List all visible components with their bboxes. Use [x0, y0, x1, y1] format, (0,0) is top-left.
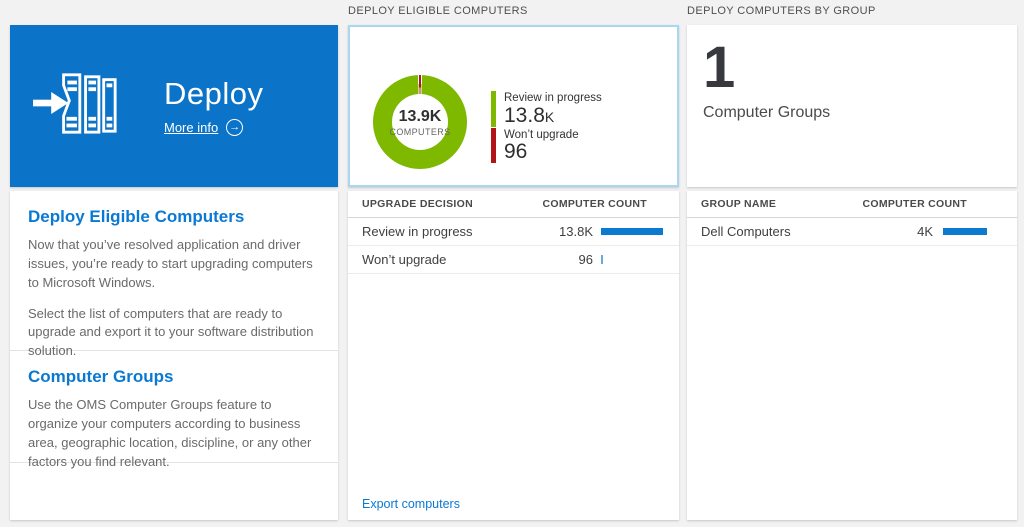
computer-groups-heading: Computer Groups: [28, 367, 174, 386]
row-label: Dell Computers: [701, 224, 791, 239]
row-bar-track: [601, 255, 667, 264]
deploy-computers-by-group-header: DEPLOY COMPUTERS BY GROUP: [687, 5, 876, 17]
column-header-upgrade-decision: UPGRADE DECISION: [362, 198, 473, 210]
legend-value: 96: [504, 140, 528, 164]
eligible-computers-donut-tile[interactable]: 13.9K COMPUTERS Review in progress 13.8K…: [348, 25, 679, 187]
donut-center-value: 13.9K: [398, 107, 442, 125]
green-swatch-icon: [491, 91, 496, 127]
deploy-eligible-computers-section: Deploy Eligible Computers Now that you’v…: [10, 191, 338, 358]
donut-center: 13.9K COMPUTERS: [389, 94, 451, 150]
count-bar: [601, 255, 603, 264]
more-info-arrow-icon: →: [226, 118, 244, 136]
computer-groups-count-label: Computer Groups: [703, 104, 831, 121]
donut-legend: Review in progress 13.8K Won’t upgrade 9…: [491, 91, 602, 164]
more-info-link[interactable]: More info →: [164, 118, 244, 136]
more-info-label: More info: [164, 119, 219, 135]
deploy-eligible-paragraph-1: Now that you’ve resolved application and…: [28, 237, 313, 290]
deploy-overview-column: Deploy More info → Deploy Eligible Compu…: [10, 0, 338, 527]
row-bar-track: [601, 228, 667, 235]
donut-chart: 13.9K COMPUTERS: [373, 75, 467, 169]
legend-label: Review in progress: [504, 92, 602, 104]
table-row[interactable]: Dell Computers 4K: [687, 218, 1017, 246]
count-bar: [943, 228, 987, 235]
column-header-computer-count: COMPUTER COUNT: [862, 198, 967, 210]
column-header-computer-count: COMPUTER COUNT: [542, 198, 647, 210]
deploy-eligible-paragraph-2: Select the list of computers that are re…: [28, 305, 314, 359]
deploy-eligible-computers-heading: Deploy Eligible Computers: [28, 207, 245, 226]
deploy-eligible-computers-header: DEPLOY ELIGIBLE COMPUTERS: [348, 5, 528, 17]
row-bar-track: [943, 228, 1005, 235]
donut-center-label: COMPUTERS: [389, 126, 451, 137]
legend-value: 13.8K: [504, 103, 555, 127]
deploy-books-arrow-icon: [32, 72, 120, 140]
computer-groups-count: 1: [703, 35, 736, 100]
group-name-table-panel: GROUP NAME COMPUTER COUNT Dell Computers…: [687, 191, 1017, 520]
deploy-tile[interactable]: Deploy More info →: [10, 25, 338, 187]
table-row[interactable]: Won’t upgrade 96: [348, 246, 679, 274]
deploy-description-panel: Deploy Eligible Computers Now that you’v…: [10, 191, 338, 520]
row-value: 13.8K: [559, 224, 593, 239]
group-table-header: GROUP NAME COMPUTER COUNT: [687, 191, 1017, 218]
red-swatch-icon: [491, 127, 496, 164]
legend-label: Won’t upgrade: [504, 128, 579, 141]
column-header-group-name: GROUP NAME: [701, 198, 777, 210]
computer-groups-count-tile[interactable]: 1 Computer Groups: [687, 25, 1017, 187]
row-value: 4K: [917, 224, 933, 239]
upgrade-decision-table-panel: UPGRADE DECISION COMPUTER COUNT Review i…: [348, 191, 679, 520]
count-bar: [601, 228, 663, 235]
deploy-tile-text: Deploy More info →: [164, 76, 264, 137]
computer-groups-section: Computer Groups Use the OMS Computer Gro…: [10, 351, 338, 469]
deploy-eligible-computers-column: DEPLOY ELIGIBLE COMPUTERS 13.9K COMPUTER…: [348, 0, 679, 527]
row-label: Review in progress: [362, 224, 473, 239]
export-computers-link[interactable]: Export computers: [362, 497, 460, 511]
legend-item-review-in-progress: Review in progress 13.8K: [491, 91, 602, 127]
row-label: Won’t upgrade: [362, 252, 447, 267]
row-value: 96: [578, 252, 593, 267]
computer-groups-paragraph: Use the OMS Computer Groups feature to o…: [28, 397, 312, 469]
legend-item-wont-upgrade: Won’t upgrade 96: [491, 127, 602, 164]
deploy-computers-by-group-column: DEPLOY COMPUTERS BY GROUP 1 Computer Gro…: [687, 0, 1017, 527]
upgrade-decision-table-header: UPGRADE DECISION COMPUTER COUNT: [348, 191, 679, 218]
table-empty-area: [348, 274, 679, 497]
table-row[interactable]: Review in progress 13.8K: [348, 218, 679, 246]
deploy-tile-title: Deploy: [164, 75, 264, 111]
table-empty-area: [687, 246, 1017, 520]
